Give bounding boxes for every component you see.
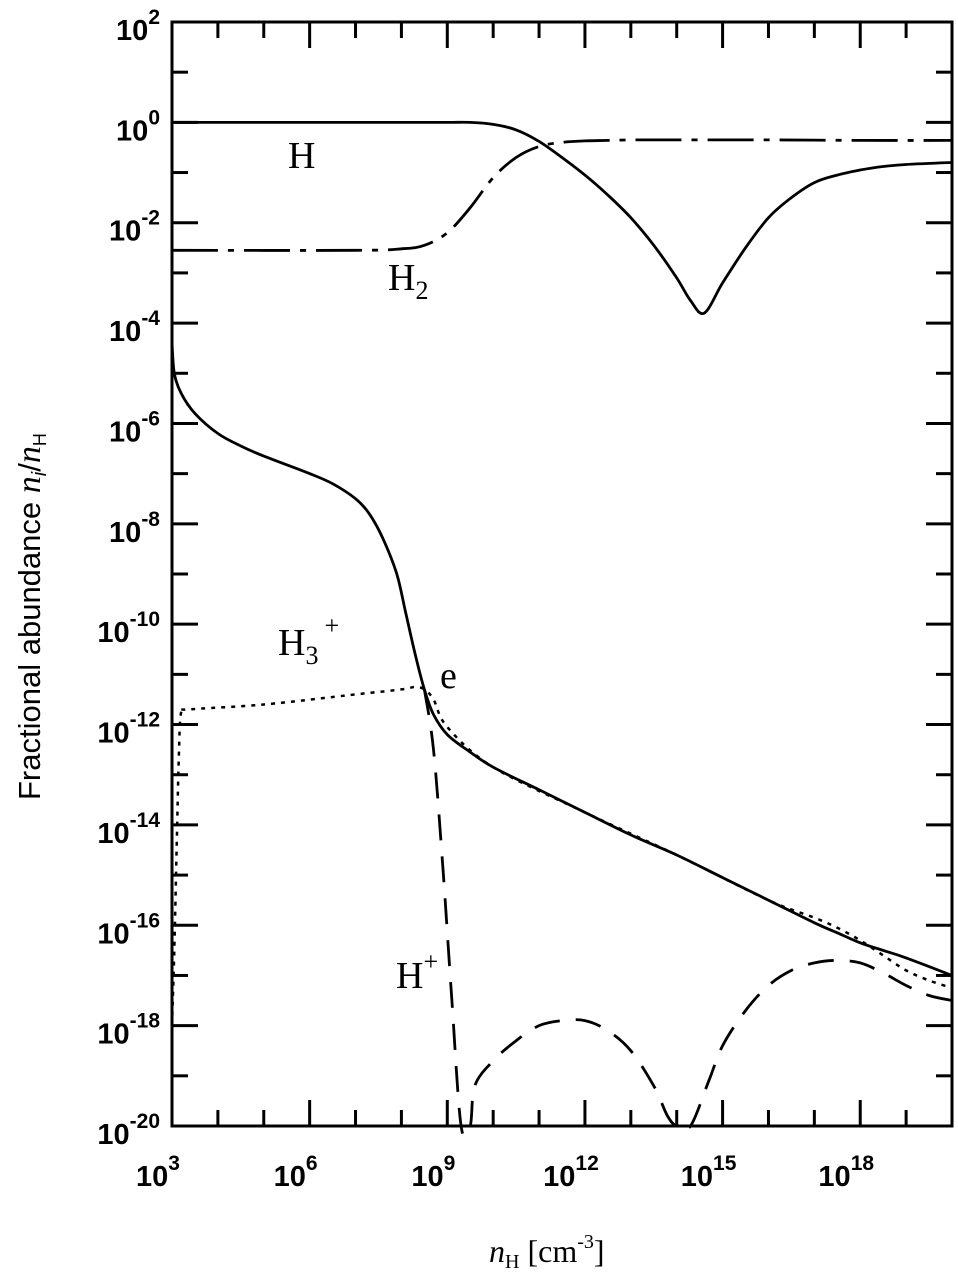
y-tick-label: 100: [116, 106, 160, 147]
series-line-h: [172, 120, 953, 315]
series-label-h: H: [288, 135, 315, 177]
y-tick-label: 10-16: [97, 909, 160, 950]
y-tick-label: 10-8: [109, 508, 160, 549]
x-axis-title: nH [cm-3]: [489, 1231, 605, 1273]
x-tick-label: 109: [411, 1152, 455, 1193]
x-tick-label: 1012: [543, 1152, 599, 1193]
series-label-hplus: H+: [396, 947, 438, 997]
y-tick-label: 10-2: [109, 207, 160, 248]
y-tick-label: 10-10: [97, 608, 160, 649]
y-tick-label: 10-20: [97, 1110, 160, 1151]
series-line-h3plus: [170, 685, 953, 1026]
y-tick-label: 10-12: [97, 709, 160, 750]
series-label-h3plus: H3+: [278, 611, 339, 670]
x-tick-label: 103: [136, 1152, 180, 1193]
tick-labels: 103 106 109 1012 1015 1018 102 100 10-2 10-4 10-6 1…: [97, 6, 874, 1193]
y-tick-label: 10-4: [109, 307, 160, 348]
series-line-hplus: [423, 689, 953, 1139]
y-tick-label: 10-6: [109, 407, 160, 448]
series-label-e: e: [440, 655, 457, 697]
x-tick-label: 1015: [681, 1152, 737, 1193]
series-layer: [170, 120, 953, 1139]
plot-frame: [170, 20, 954, 1128]
series-line-h2: [171, 138, 953, 252]
x-tick-label: 1018: [818, 1152, 874, 1193]
y-tick-label: 10-14: [97, 809, 160, 850]
y-tick-label: 102: [116, 6, 160, 47]
y-axis-title: Fractional abundance ni/nH: [11, 433, 51, 800]
series-line-e: [170, 343, 953, 977]
series-label-h2: H2: [388, 257, 428, 305]
x-tick-label: 106: [274, 1152, 318, 1193]
y-tick-label: 10-18: [97, 1010, 160, 1051]
y-axis-title-group: Fractional abundance ni/nH: [11, 433, 51, 800]
axis-ticks: [170, 20, 954, 1128]
